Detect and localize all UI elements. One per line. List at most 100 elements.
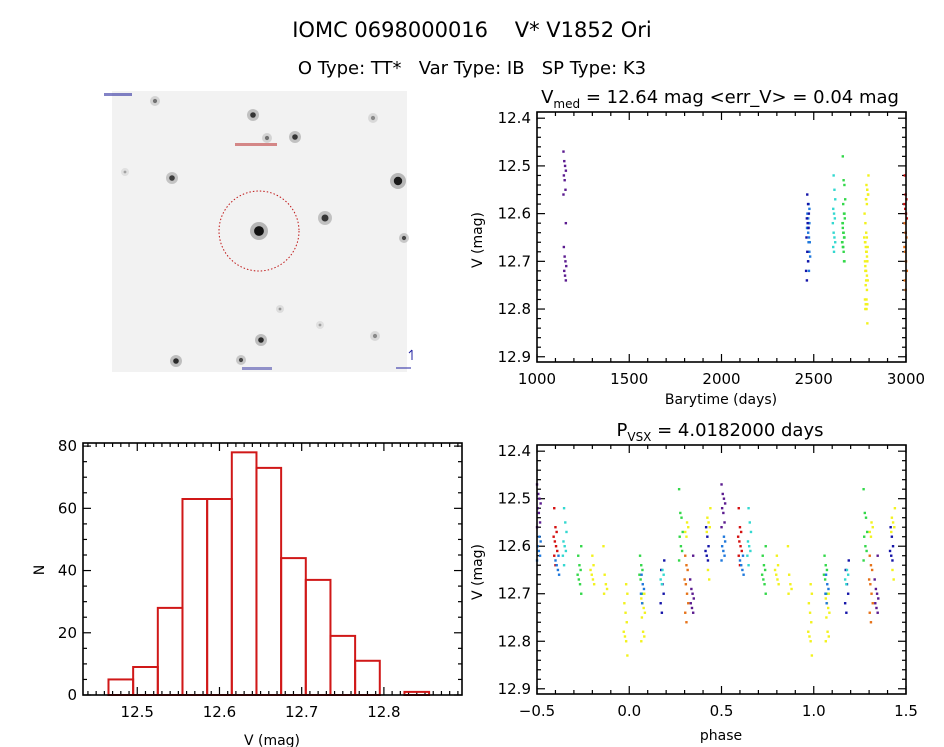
- star: [401, 235, 407, 241]
- lightcurve-point: [832, 231, 835, 234]
- phase-point: [865, 549, 868, 553]
- phase-point: [722, 535, 726, 538]
- hist-xlabel: V (mag): [244, 733, 300, 747]
- phase-point: [561, 554, 565, 557]
- phase-point: [890, 535, 894, 538]
- phase-point: [705, 530, 708, 534]
- star: [372, 333, 378, 339]
- phase-point: [738, 559, 742, 562]
- phase-point: [874, 587, 878, 591]
- phase-point: [685, 621, 688, 624]
- lightcurve-point: [562, 193, 565, 196]
- phase-point: [662, 573, 665, 576]
- star: [250, 112, 256, 118]
- phase-point: [736, 535, 740, 538]
- phase-point: [747, 545, 751, 548]
- phase-point: [622, 630, 625, 633]
- lightcurve-title: Vmed = 12.64 mag <err_V> = 0.04 mag: [541, 87, 899, 111]
- lightcurve-point: [834, 198, 837, 201]
- phase-point: [590, 573, 593, 576]
- phase-point: [843, 602, 847, 605]
- phase-point: [706, 516, 709, 519]
- phase-point: [723, 502, 727, 505]
- lightcurve-point: [903, 279, 907, 282]
- phase-point: [825, 616, 828, 619]
- histogram-bar: [230, 451, 258, 697]
- phase-point: [893, 526, 896, 529]
- phase-point: [722, 497, 726, 500]
- phase-point: [640, 564, 643, 567]
- phase-point: [576, 573, 579, 576]
- lightcurve-point: [866, 245, 869, 249]
- phase-point: [623, 635, 627, 638]
- phase-point: [554, 545, 558, 548]
- phase-point: [557, 573, 561, 576]
- phase-point: [869, 621, 873, 624]
- phase-point: [683, 578, 686, 581]
- lightcurve-point: [805, 236, 808, 239]
- lightcurve-point: [865, 298, 868, 301]
- phase-point: [739, 530, 743, 534]
- phase-point: [763, 568, 767, 572]
- lightcurve-point: [864, 269, 868, 273]
- phase-point: [749, 530, 753, 534]
- phase-ytick-label: 12.8: [498, 632, 531, 650]
- phase-point: [775, 554, 779, 557]
- phase-point: [874, 602, 877, 605]
- phase-point: [640, 597, 643, 600]
- lightcurve-point: [563, 274, 567, 277]
- hist-ytick-label: 20: [58, 624, 77, 642]
- phase-point: [659, 578, 662, 581]
- phase-point: [828, 611, 831, 614]
- star: [173, 358, 179, 364]
- phase-point: [890, 516, 894, 519]
- phase-point: [691, 592, 694, 595]
- lightcurve-point: [806, 221, 809, 225]
- lightcurve-point: [864, 245, 868, 249]
- phase-point: [659, 602, 662, 605]
- phase-point: [553, 540, 557, 543]
- lightcurve-point: [807, 226, 810, 230]
- lightcurve-point: [562, 174, 566, 177]
- phase-point: [722, 549, 725, 553]
- lightcurve-point: [864, 303, 867, 306]
- phase-point: [691, 554, 695, 557]
- figure-title: IOMC 0698000016 V* V1852 Ori: [292, 18, 652, 42]
- lightcurve-point: [864, 241, 867, 244]
- hist-xtick-label: 12.5: [121, 703, 154, 721]
- phase-point: [846, 592, 850, 595]
- phase-point: [707, 578, 711, 581]
- phase-point: [891, 559, 894, 562]
- phase-point: [554, 559, 557, 562]
- phase-point: [643, 611, 647, 614]
- phase-point: [807, 630, 810, 633]
- phase-point: [706, 535, 709, 538]
- lightcurve-point: [562, 245, 566, 249]
- phase-point: [589, 568, 592, 572]
- histogram-bar: [280, 557, 307, 696]
- histogram-bar: [181, 498, 209, 696]
- phase-point: [739, 564, 743, 567]
- phase-point: [809, 640, 812, 643]
- star: [254, 226, 264, 236]
- lightcurve-point: [564, 260, 567, 263]
- phase-point: [808, 611, 812, 614]
- lightcurve-point: [807, 269, 811, 273]
- phase-point: [563, 545, 566, 548]
- lightcurve-xtick-label: 3000: [887, 370, 925, 388]
- phase-point: [624, 640, 628, 643]
- phase-point: [538, 554, 542, 557]
- phase-point: [720, 559, 723, 562]
- field-stars: [121, 96, 409, 367]
- lightcurve-point: [865, 183, 868, 187]
- phase-point: [592, 583, 596, 586]
- phase-point: [891, 545, 895, 548]
- hist-xtick-label: 12.7: [285, 703, 318, 721]
- lightcurve-point: [865, 231, 868, 234]
- finder-image: [104, 91, 413, 372]
- phase-point: [554, 526, 557, 529]
- lightcurve-point: [832, 212, 836, 215]
- hist-ytick-label: 80: [58, 437, 77, 455]
- phase-point: [564, 549, 568, 553]
- phase-point: [707, 545, 710, 548]
